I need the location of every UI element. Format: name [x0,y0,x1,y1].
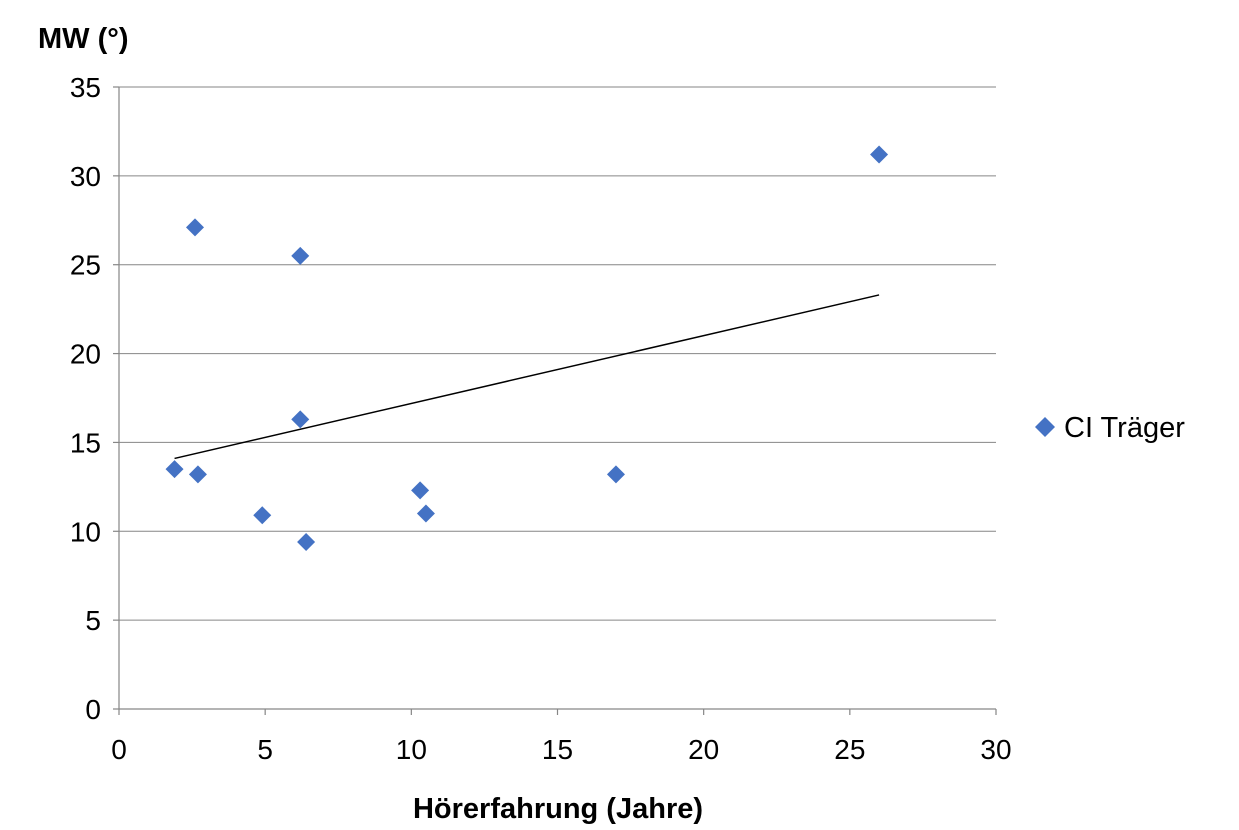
data-point-diamond [416,504,435,523]
x-tick-label: 20 [688,734,719,765]
data-point-diamond [188,465,207,484]
y-tick-label: 15 [70,427,101,458]
y-tick-label: 30 [70,161,101,192]
y-axis-title: MW (°) [38,23,129,55]
x-axis-title: Hörerfahrung (Jahre) [413,793,703,825]
data-points [165,145,889,551]
data-point-diamond [253,506,272,525]
gridlines [119,86,996,621]
legend-label: CI Träger [1064,412,1185,444]
trendline [174,294,880,460]
x-tick-labels: 0 5 10 15 20 25 30 [111,734,1011,765]
y-tick-label: 0 [85,694,101,725]
y-tick-label: 10 [70,516,101,547]
x-tick-label: 10 [396,734,427,765]
legend: CI Träger [1035,412,1185,444]
x-tick-label: 15 [542,734,573,765]
data-point-diamond [411,481,430,500]
data-point-diamond [291,246,310,265]
trendline-group [174,294,880,460]
data-point-diamond [606,465,625,484]
x-tick-label: 5 [257,734,273,765]
data-point-diamond [186,218,205,237]
y-tick-label: 35 [70,72,101,103]
y-tick-labels: 0 5 10 15 20 25 30 35 [70,72,101,725]
data-point-diamond [297,532,316,551]
data-point-diamond [165,460,184,479]
x-tick-label: 30 [980,734,1011,765]
y-tick-label: 5 [85,605,101,636]
axes [113,86,997,715]
data-point-diamond [870,145,889,164]
legend-marker-diamond-icon [1035,417,1055,437]
x-tick-label: 0 [111,734,127,765]
y-tick-label: 25 [70,250,101,281]
data-point-diamond [291,410,310,429]
x-tick-label: 25 [834,734,865,765]
y-tick-label: 20 [70,339,101,370]
